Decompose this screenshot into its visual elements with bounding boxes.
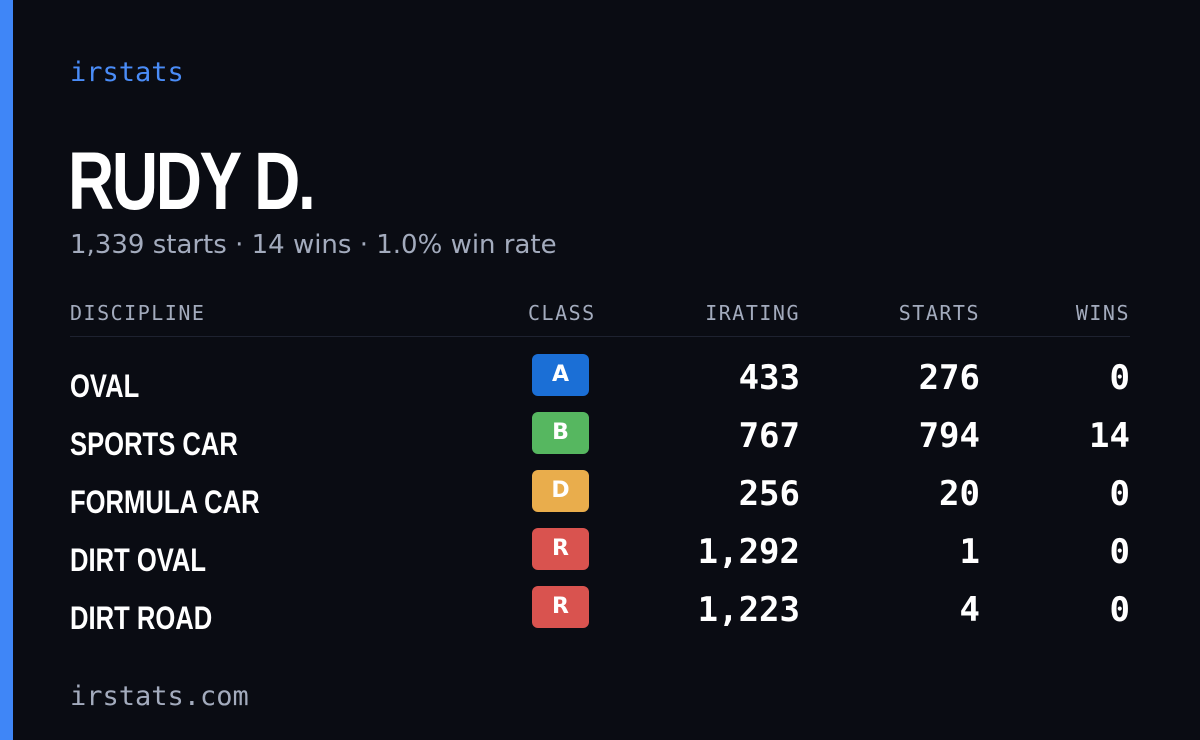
starts-value: 1	[959, 532, 980, 572]
starts-value: 20	[939, 474, 980, 514]
footer-url: irstats.com	[70, 681, 249, 712]
irating-value: 1,292	[697, 532, 800, 572]
wins-value: 0	[1109, 474, 1130, 514]
discipline-name: FORMULA CAR	[70, 484, 260, 520]
class-badge: B	[532, 412, 589, 454]
player-summary: 1,339 starts · 14 wins · 1.0% win rate	[70, 230, 557, 260]
accent-bar	[0, 0, 13, 740]
irating-value: 256	[738, 474, 800, 514]
irating-value: 1,223	[697, 590, 800, 630]
table-row: DIRT OVAL R 1,292 1 0	[70, 528, 1130, 586]
table-row: FORMULA CAR D 256 20 0	[70, 470, 1130, 528]
header-irating: IRATING	[705, 301, 800, 325]
discipline-name: OVAL	[70, 368, 140, 404]
player-name: RUDY D.	[68, 136, 316, 227]
header-discipline: DISCIPLINE	[70, 301, 206, 325]
wins-value: 0	[1109, 532, 1130, 572]
class-badge: A	[532, 354, 589, 396]
discipline-name: SPORTS CAR	[70, 426, 238, 462]
starts-value: 276	[918, 358, 980, 398]
starts-value: 4	[959, 590, 980, 630]
header-divider	[70, 336, 1130, 337]
class-badge: R	[532, 528, 589, 570]
discipline-name: DIRT OVAL	[70, 542, 207, 578]
wins-value: 14	[1089, 416, 1130, 456]
class-badge: R	[532, 586, 589, 628]
wins-value: 0	[1109, 358, 1130, 398]
table-row: SPORTS CAR B 767 794 14	[70, 412, 1130, 470]
table-row: OVAL A 433 276 0	[70, 354, 1130, 412]
discipline-name: DIRT ROAD	[70, 600, 213, 636]
irating-value: 433	[738, 358, 800, 398]
wins-value: 0	[1109, 590, 1130, 630]
header-class: CLASS	[528, 301, 596, 325]
irating-value: 767	[738, 416, 800, 456]
header-starts: STARTS	[898, 301, 980, 325]
header-wins: WINS	[1075, 301, 1130, 325]
brand-logo-text: irstats	[70, 57, 184, 88]
starts-value: 794	[918, 416, 980, 456]
class-badge: D	[532, 470, 589, 512]
table-row: DIRT ROAD R 1,223 4 0	[70, 586, 1130, 644]
